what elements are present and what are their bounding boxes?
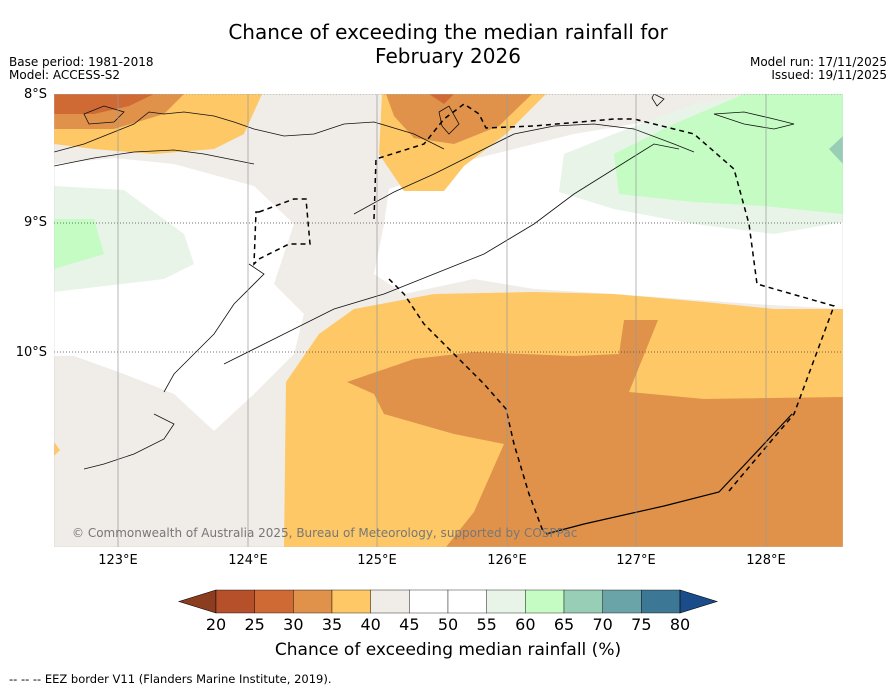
colorbar-segment: [215, 589, 255, 614]
colorbar-segment: [370, 589, 410, 614]
zone-65-70: [829, 136, 843, 164]
colorbar-tick-label: 35: [321, 615, 343, 634]
coastlines: [54, 94, 795, 470]
chart-title: Chance of exceeding the median rainfall …: [0, 20, 896, 68]
lat-label-8s: 8°S: [23, 87, 47, 102]
eez-border-south: [545, 413, 793, 535]
zone-55-60-west: [54, 186, 194, 292]
colorbar-tick-label: 80: [669, 615, 691, 634]
lon-label-126e: 126°E: [487, 553, 527, 568]
colorbar-extend-high: [679, 589, 719, 614]
zone-60-65-east: [614, 94, 843, 214]
colorbar-tick-label: 20: [205, 615, 227, 634]
meta-right: Model run: 17/11/2025 Issued: 19/11/2025: [750, 56, 887, 82]
zone-60-65-west: [54, 219, 104, 269]
colorbar-tick-label: 40: [360, 615, 381, 634]
lat-label-10s: 10°S: [15, 345, 47, 360]
zone-30-35-north: [386, 94, 532, 144]
gridlines: [54, 94, 843, 353]
zone-25-30-northwest: [54, 94, 154, 114]
zone-30-35-south: [347, 320, 843, 547]
colorbar-tick-label: 55: [476, 615, 497, 634]
colorbar-segment: [486, 589, 526, 614]
colorbar-title: Chance of exceeding median rainfall (%): [274, 640, 622, 660]
colorbar-tick-label: 70: [592, 615, 613, 634]
lon-label-123e: 123°E: [98, 553, 138, 568]
meridians: [117, 94, 767, 547]
colorbar-tick-label: 65: [553, 615, 575, 634]
eez-legend-footer: -- -- -- EEZ border V11 (Flanders Marine…: [9, 672, 332, 686]
colorbar-tick-label: 30: [283, 615, 304, 634]
colorbar-segment: [254, 589, 294, 614]
colorbar-segment: [641, 589, 681, 614]
colorbar-tick-label: 50: [437, 615, 459, 634]
colorbar-tick-label: 45: [399, 615, 420, 634]
colorbar-segment: [331, 589, 371, 614]
colorbar-tick-label: 75: [631, 615, 652, 634]
lon-label-125e: 125°E: [357, 553, 397, 568]
meta-left: Base period: 1981-2018 Model: ACCESS-S2: [9, 56, 154, 82]
colorbar-segment: [293, 589, 333, 614]
eez-border-north: [373, 103, 835, 492]
colorbar-segment: [447, 589, 487, 614]
rainfall-map: [54, 94, 843, 547]
eez-border-island: [253, 198, 311, 266]
colorbar-segment: [409, 589, 449, 614]
eez-border-west: [388, 278, 545, 535]
zone-25-30-north: [429, 94, 454, 104]
title-line-2: February 2026: [375, 44, 521, 68]
lon-label-124e: 124°E: [228, 553, 268, 568]
zone-35-40-edge: [54, 442, 60, 456]
model-name: Model: ACCESS-S2: [9, 68, 121, 82]
colorbar-extend-low: [177, 589, 217, 614]
colorbar-tick-label: 60: [515, 615, 536, 634]
colorbar-segment: [602, 589, 642, 614]
model-run: Model run: 17/11/2025: [749, 55, 887, 69]
base-period: Base period: 1981-2018: [9, 55, 154, 69]
copyright-notice: © Commonwealth of Australia 2025, Bureau…: [72, 526, 578, 540]
colorbar-segment: [563, 589, 603, 614]
colorbar-segment: [525, 589, 565, 614]
lat-label-9s: 9°S: [23, 215, 47, 230]
lon-label-127e: 127°E: [616, 553, 656, 568]
title-line-1: Chance of exceeding the median rainfall …: [228, 20, 668, 44]
issued-date: Issued: 19/11/2025: [771, 68, 887, 82]
colorbar-tick-label: 25: [244, 615, 265, 634]
lon-label-128e: 128°E: [746, 553, 786, 568]
